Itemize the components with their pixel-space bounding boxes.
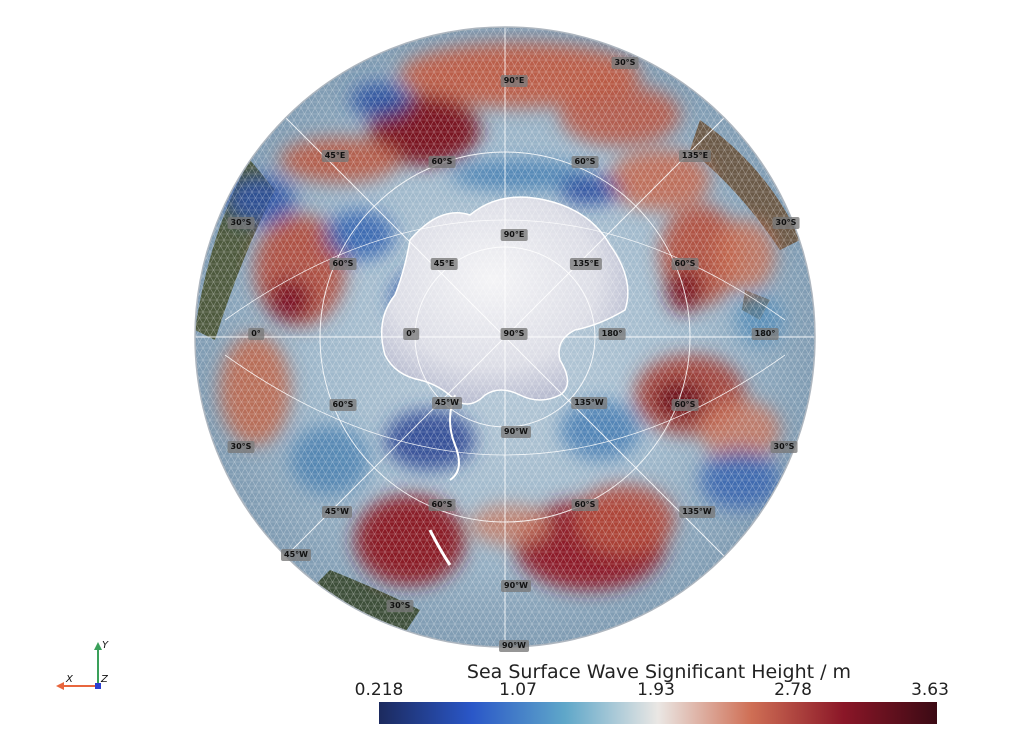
- y-axis-label: Y: [102, 640, 109, 651]
- lat-label: 60°S: [428, 499, 456, 511]
- lat-label: 30°S: [227, 217, 255, 229]
- lon-label: 90°E: [500, 229, 528, 241]
- colorbar-tick: 1.07: [499, 680, 537, 700]
- lat-label: 30°S: [386, 600, 414, 612]
- colorbar-title: Sea Surface Wave Significant Height / m: [466, 661, 852, 683]
- orientation-axes: Y X Z: [56, 640, 109, 690]
- lon-label: 135°E: [569, 258, 603, 270]
- colorbar-tick: 0.218: [354, 680, 404, 700]
- lon-label: 90°W: [501, 426, 531, 438]
- lon-label: 45°W: [432, 397, 462, 409]
- lon-label: 45°W: [281, 549, 311, 561]
- lon-label: 135°W: [571, 397, 607, 409]
- lat-label: 30°S: [611, 57, 639, 69]
- z-axis-marker: [95, 683, 101, 689]
- lon-label: 90°E: [500, 75, 528, 87]
- x-axis-arrow-icon: [56, 682, 64, 690]
- lon-label: 180°: [751, 328, 779, 340]
- lon-label: 135°E: [678, 150, 712, 162]
- colorbar-gradient: [379, 702, 937, 724]
- pole-label: 90°S: [500, 328, 528, 340]
- lon-label: 135°W: [679, 506, 715, 518]
- lon-label: 45°E: [321, 150, 349, 162]
- lon-label: 0°: [248, 328, 264, 340]
- colorbar-tick: 2.78: [774, 680, 812, 700]
- y-axis-arrow-icon: [94, 642, 102, 650]
- z-axis-label: Z: [100, 674, 109, 685]
- lat-label: 60°S: [329, 399, 357, 411]
- lon-label: 0°: [403, 328, 419, 340]
- x-axis-label: X: [65, 674, 74, 685]
- lon-label: 180°: [598, 328, 626, 340]
- colorbar-tick: 3.63: [911, 680, 949, 700]
- lon-label: 90°W: [501, 580, 531, 592]
- lat-label: 30°S: [227, 441, 255, 453]
- lat-label: 30°S: [772, 217, 800, 229]
- lat-label: 60°S: [571, 156, 599, 168]
- lat-label: 60°S: [329, 258, 357, 270]
- lat-label: 30°S: [770, 441, 798, 453]
- lat-label: 60°S: [428, 156, 456, 168]
- lat-label: 60°S: [571, 499, 599, 511]
- lat-label: 60°S: [671, 399, 699, 411]
- lat-label: 60°S: [671, 258, 699, 270]
- lon-label: 90°W: [499, 640, 529, 652]
- lon-label: 45°W: [322, 506, 352, 518]
- lon-label: 45°E: [430, 258, 458, 270]
- colorbar-tick: 1.93: [637, 680, 675, 700]
